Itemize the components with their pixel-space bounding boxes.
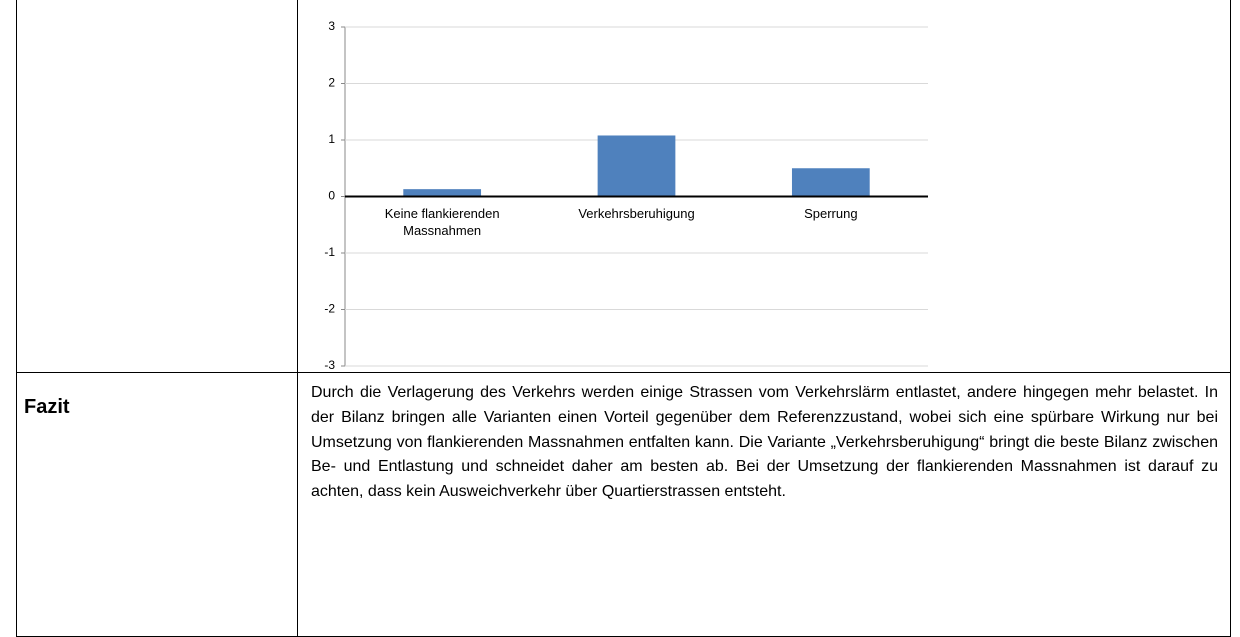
- y-tick-label: 0: [328, 189, 335, 203]
- row-label: Fazit: [24, 396, 70, 418]
- y-tick-label: -3: [324, 358, 335, 372]
- bar: [791, 168, 870, 197]
- chart-svg: -3 -2 -1 0 1 2 3: [324, 19, 928, 372]
- border: [297, 0, 298, 637]
- chart: -3 -2 -1 0 1 2 3 Keine flankierenden Massnahme…: [300, 0, 960, 372]
- x-tick-label: Keine flankierenden Massnahmen: [384, 205, 500, 238]
- y-tick-label: 1: [328, 132, 335, 146]
- x-tick-label: Verkehrsberuhigung: [578, 205, 695, 221]
- y-tick-label: 2: [328, 76, 335, 90]
- paragraph: Durch die Verlagerung des Verkehrs werde…: [311, 384, 1218, 501]
- bar: [597, 135, 676, 197]
- y-tick-label: -1: [324, 245, 335, 259]
- border: [16, 0, 17, 637]
- y-tick-label: -2: [324, 302, 335, 316]
- border: [16, 372, 1231, 373]
- y-tick-label: 3: [328, 19, 335, 33]
- x-tick-label: Sperrung: [804, 205, 858, 221]
- bar: [403, 189, 482, 197]
- border: [1230, 0, 1231, 637]
